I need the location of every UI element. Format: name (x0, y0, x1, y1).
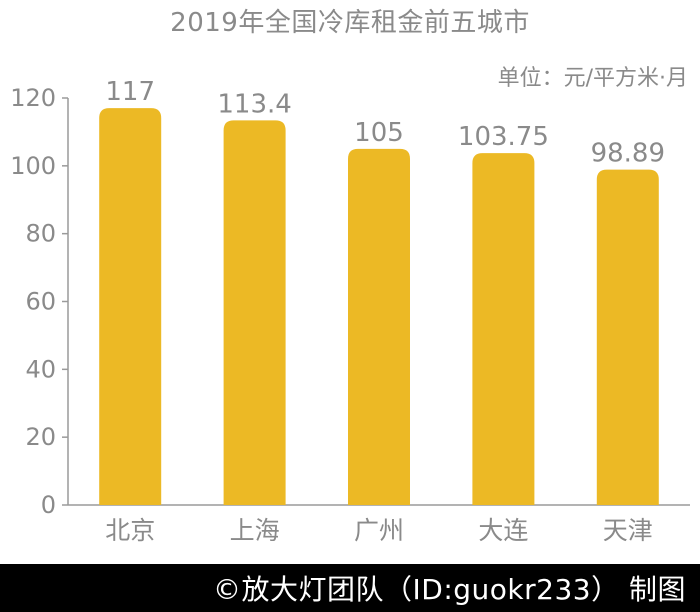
x-tick-label: 广州 (354, 516, 404, 545)
footer-credit-text: ©放大灯团队（ID:guokr233） 制图 (213, 573, 686, 606)
unit-label: 单位：元/平方米·月 (497, 66, 688, 91)
chart-title: 2019年全国冷库租金前五城市 (170, 8, 530, 38)
x-tick-label: 天津 (603, 516, 653, 545)
bar (99, 108, 162, 506)
y-tick-label: 120 (10, 84, 56, 112)
bar-value-label: 103.75 (458, 122, 549, 152)
bar-value-label: 98.89 (591, 139, 665, 169)
bar-value-label: 105 (354, 118, 404, 148)
bar (348, 148, 410, 505)
y-tick-label: 100 (10, 152, 56, 180)
y-tick-label: 20 (25, 423, 56, 451)
y-tick-label: 0 (41, 491, 56, 519)
x-tick-label: 上海 (230, 516, 280, 545)
bar (223, 120, 286, 505)
bar-value-label: 117 (105, 77, 155, 107)
y-tick-label: 60 (25, 288, 56, 316)
x-tick-label: 大连 (478, 516, 528, 545)
y-tick-label: 80 (25, 220, 56, 248)
footer-credit-bar: ©放大灯团队（ID:guokr233） 制图 (0, 564, 700, 612)
y-tick-label: 40 (25, 355, 56, 383)
bar-chart: 0 20 40 60 80 100 120 117 北京 113.4 上海 105 广州 103.75 大连… (10, 77, 690, 545)
bar-value-label: 113.4 (217, 89, 291, 119)
bar (596, 169, 659, 505)
x-tick-label: 北京 (105, 516, 155, 545)
bar (472, 153, 535, 506)
